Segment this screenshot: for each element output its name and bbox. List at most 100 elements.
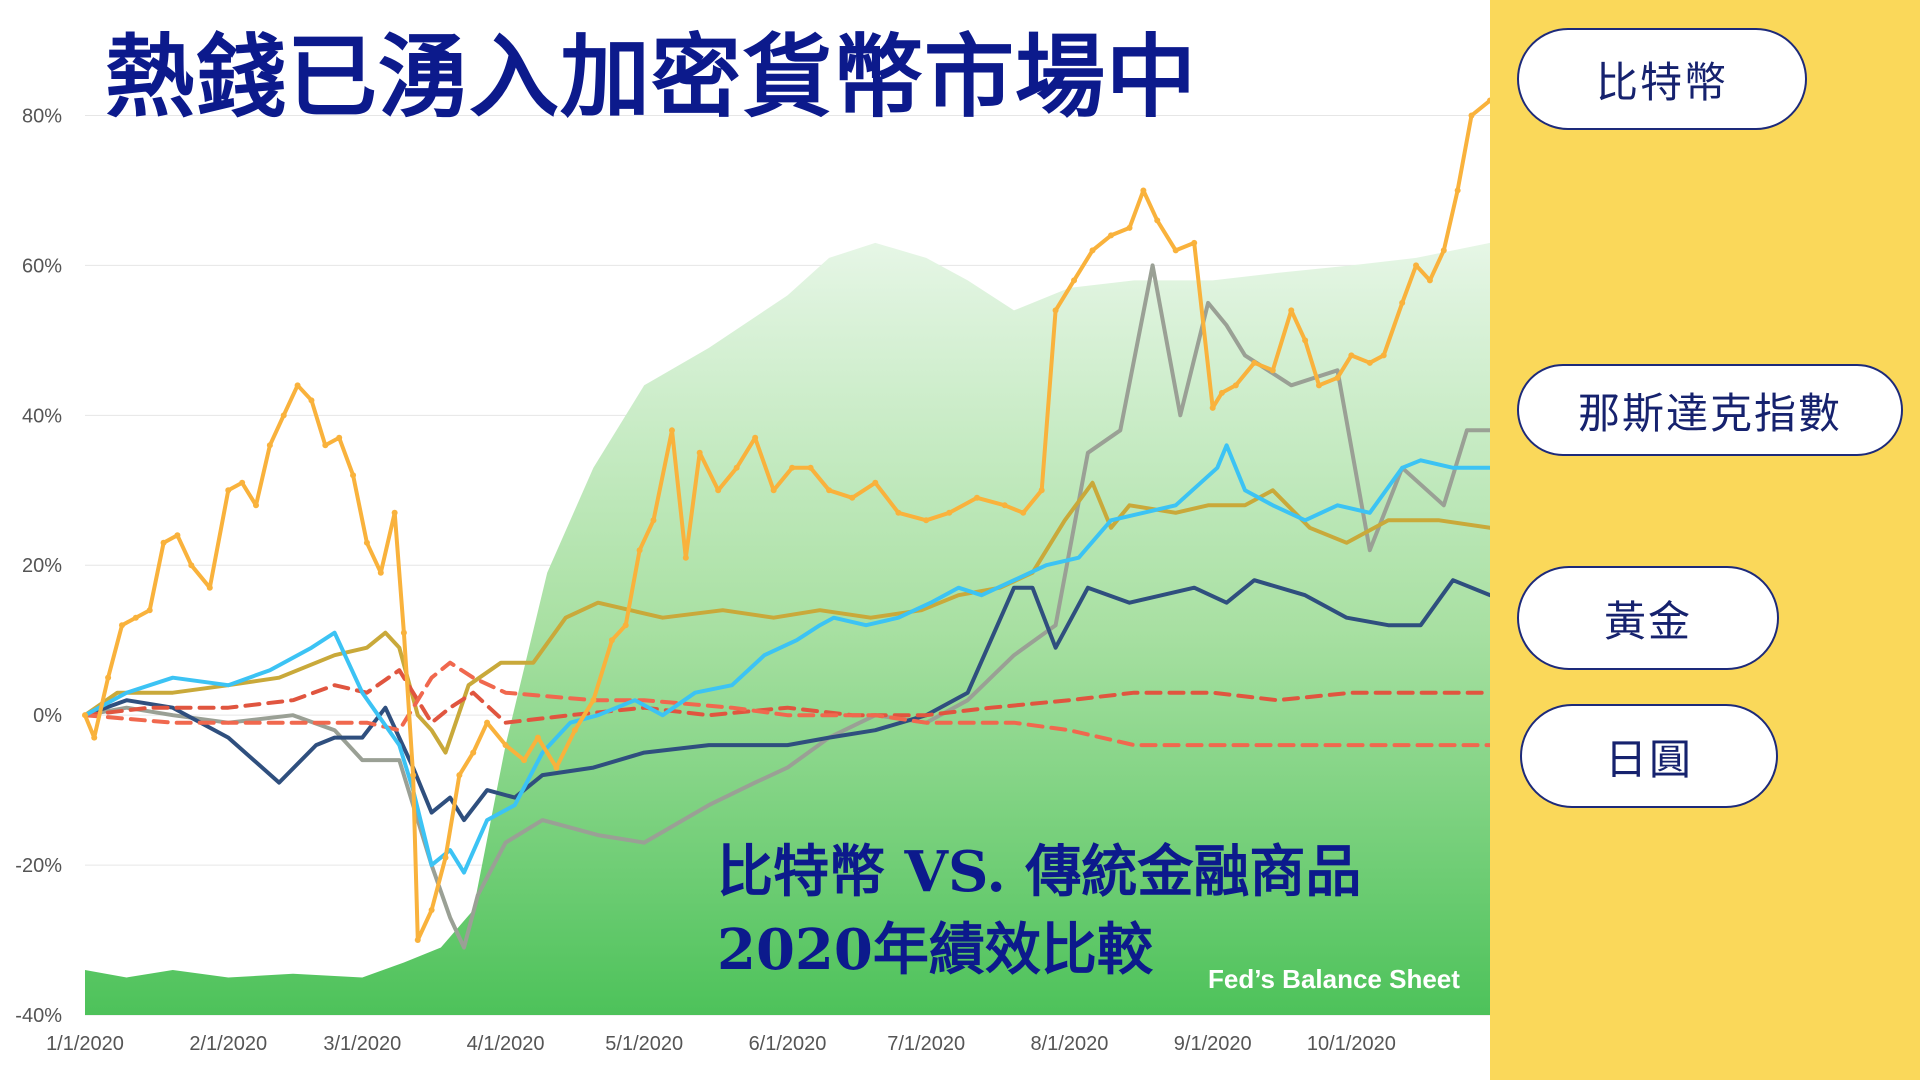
data-point-btc: [696, 449, 703, 456]
x-tick-label: 2/1/2020: [189, 1033, 267, 1055]
y-tick-label: 0%: [33, 705, 62, 727]
y-tick-label: 40%: [22, 405, 62, 427]
data-point-btc: [668, 427, 675, 434]
data-point-btc: [534, 734, 541, 741]
data-point-btc: [1380, 352, 1387, 359]
series-lines: [82, 97, 1490, 950]
data-point-btc: [410, 772, 417, 779]
data-point-btc: [132, 614, 139, 621]
data-point-btc: [715, 487, 722, 494]
data-point-btc: [456, 772, 463, 779]
data-point-btc: [1232, 382, 1239, 389]
x-tick-label: 6/1/2020: [749, 1033, 827, 1055]
data-point-btc: [849, 494, 856, 501]
data-point-btc: [826, 487, 833, 494]
data-point-btc: [1209, 404, 1216, 411]
data-point-btc: [1140, 187, 1147, 194]
x-tick-label: 8/1/2020: [1030, 1033, 1108, 1055]
series-line-jpy: [83, 668, 1490, 725]
x-tick-label: 10/1/2020: [1307, 1033, 1396, 1055]
x-tick-label: 1/1/2020: [46, 1033, 124, 1055]
data-point-btc: [206, 584, 213, 591]
area-label: Fed’s Balance Sheet: [1208, 964, 1460, 994]
data-point-btc: [105, 674, 112, 681]
data-point-btc: [363, 539, 370, 546]
y-tick-label: 80%: [22, 105, 62, 127]
y-tick-label: -20%: [15, 855, 62, 877]
data-point-btc: [946, 509, 953, 516]
data-point-btc: [1269, 367, 1276, 374]
data-point-btc: [225, 487, 232, 494]
series-line-btc: [83, 98, 1490, 942]
data-point-btc: [1001, 502, 1008, 509]
series-line-gold: [83, 480, 1490, 755]
data-point-btc: [682, 554, 689, 561]
data-point-btc: [239, 479, 246, 486]
data-point-btc: [608, 637, 615, 644]
data-point-btc: [553, 764, 560, 771]
performance-chart: 80% 60% 40% 20% 0% -20% -40% 1/1/2020 2/1/2020 3/…: [15, 97, 1490, 1055]
data-point-btc: [622, 622, 629, 629]
data-point-btc: [160, 539, 167, 546]
y-tick-label: 20%: [22, 555, 62, 577]
data-point-btc: [400, 629, 407, 636]
data-point-btc: [789, 464, 796, 471]
axis-ticks: 80% 60% 40% 20% 0% -20% -40% 1/1/2020 2/1/2020 3/…: [15, 105, 1396, 1055]
data-point-btc: [1399, 299, 1406, 306]
data-point-btc: [872, 479, 879, 486]
data-point-btc: [414, 937, 421, 944]
data-point-btc: [280, 412, 287, 419]
data-point-btc: [146, 607, 153, 614]
data-point-btc: [521, 757, 528, 764]
subtitle-line-1: 比特幣 VS. 傳統金融商品: [717, 839, 1362, 905]
fed-balance-area: [85, 242, 1490, 1015]
data-point-btc: [733, 464, 740, 471]
data-point-btc: [174, 532, 181, 539]
data-point-btc: [1108, 232, 1115, 239]
data-point-btc: [1038, 487, 1045, 494]
data-point-btc: [1154, 217, 1161, 224]
y-tick-label: 60%: [22, 255, 62, 277]
data-point-btc: [1302, 337, 1309, 344]
series-line-nasdaq: [83, 443, 1490, 875]
data-point-btc: [484, 719, 491, 726]
legend-nasdaq: 那斯達克指數: [1517, 364, 1903, 456]
data-point-btc: [1315, 382, 1322, 389]
series-line-navy: [83, 578, 1490, 823]
chart-area: 80% 60% 40% 20% 0% -20% -40% 1/1/2020 2/1/2020 3/…: [15, 24, 1490, 1055]
subtitle-line-2: 2020年績效比較: [717, 917, 1153, 983]
data-point-btc: [1172, 247, 1179, 254]
data-point-btc: [1020, 509, 1027, 516]
data-point-btc: [1126, 224, 1133, 231]
series-line-dollar: [83, 660, 1490, 748]
data-point-btc: [923, 517, 930, 524]
data-point-btc: [470, 749, 477, 756]
data-point-btc: [1366, 359, 1373, 366]
data-point-btc: [1218, 389, 1225, 396]
data-point-btc: [91, 734, 98, 741]
data-point-btc: [973, 494, 980, 501]
data-point-btc: [590, 697, 597, 704]
legend-panel: 比特幣 那斯達克指數 黃金 日圓: [1490, 0, 1920, 1080]
data-point-btc: [350, 472, 357, 479]
data-point-btc: [1440, 247, 1447, 254]
data-point-btc: [650, 517, 657, 524]
x-tick-label: 7/1/2020: [887, 1033, 965, 1055]
data-point-btc: [308, 397, 315, 404]
data-point-btc: [807, 464, 814, 471]
main-title: 熱錢已湧入加密貨幣市場中: [105, 24, 1197, 130]
data-point-btc: [253, 502, 260, 509]
data-point-btc: [1071, 277, 1078, 284]
data-point-btc: [188, 562, 195, 569]
x-tick-label: 5/1/2020: [605, 1033, 683, 1055]
data-point-btc: [1052, 307, 1059, 314]
data-point-btc: [1191, 239, 1198, 246]
data-point-btc: [118, 622, 125, 629]
x-tick-label: 3/1/2020: [323, 1033, 401, 1055]
data-point-btc: [1089, 247, 1096, 254]
legend-yen: 日圓: [1520, 704, 1778, 808]
data-point-btc: [895, 509, 902, 516]
data-point-btc: [391, 509, 398, 516]
fed-balance-area-shape: [85, 242, 1490, 1015]
data-point-btc: [752, 434, 759, 441]
